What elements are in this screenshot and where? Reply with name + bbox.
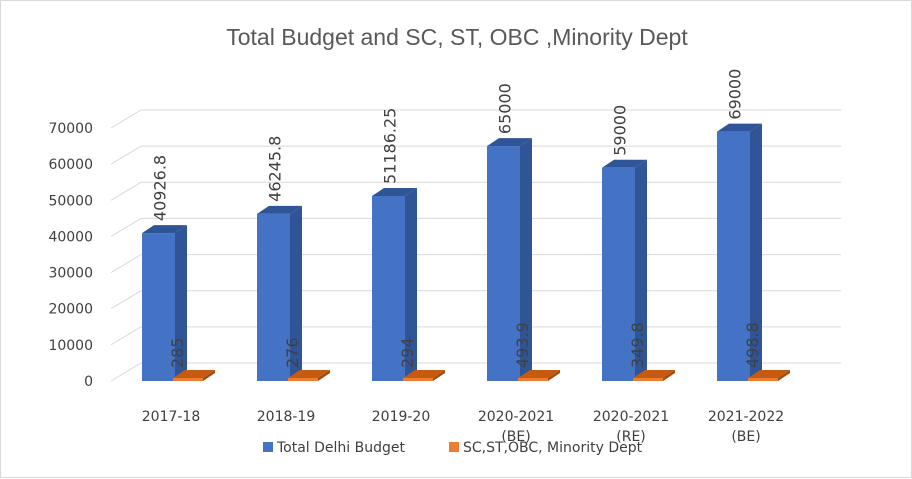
y-tick-label: 40000 bbox=[48, 229, 93, 245]
data-label-total-budget: 69000 bbox=[726, 69, 745, 120]
data-label-sc-st-obc: 493.9 bbox=[513, 322, 532, 368]
x-tick-label: 2019-20 bbox=[372, 409, 431, 425]
data-label-sc-st-obc: 294 bbox=[398, 337, 417, 368]
gridline-diagonal bbox=[111, 110, 141, 128]
x-tick-label: 2017-18 bbox=[142, 409, 201, 425]
y-tick-label: 50000 bbox=[48, 193, 93, 209]
data-label-sc-st-obc: 349.8 bbox=[628, 322, 647, 368]
x-tick-label: 2020-2021 bbox=[593, 409, 669, 425]
data-label-sc-st-obc: 276 bbox=[283, 337, 302, 368]
chart-title: Total Budget and SC, ST, OBC ,Minority D… bbox=[226, 24, 688, 50]
legend: Total Delhi Budget SC,ST,OBC, Minority De… bbox=[263, 440, 643, 456]
legend-label: Total Delhi Budget bbox=[276, 440, 406, 456]
legend-label: SC,ST,OBC, Minority Dept bbox=[463, 440, 643, 456]
bar-sc-st-obc-minority-front bbox=[403, 378, 433, 381]
gridline-diagonal bbox=[111, 363, 141, 381]
x-tick-label: 2020-2021 bbox=[478, 409, 554, 425]
data-label-total-budget: 51186.25 bbox=[381, 108, 400, 184]
gridline-diagonal bbox=[111, 255, 141, 273]
y-tick-label: 0 bbox=[84, 374, 93, 390]
y-tick-label: 20000 bbox=[48, 302, 93, 318]
bar-sc-st-obc-minority-front bbox=[173, 378, 203, 381]
data-label-total-budget: 65000 bbox=[496, 83, 515, 134]
chart-frame: Total Budget and SC, ST, OBC ,Minority D… bbox=[0, 0, 912, 478]
data-label-total-budget: 46245.8 bbox=[266, 136, 285, 202]
gridline-diagonal bbox=[111, 146, 141, 164]
gridline-diagonal bbox=[111, 182, 141, 200]
legend-swatch bbox=[449, 442, 459, 452]
y-tick-label: 10000 bbox=[48, 338, 93, 354]
chart-canvas: Total Budget and SC, ST, OBC ,Minority D… bbox=[1, 1, 912, 479]
x-tick-label: 2021-2022 bbox=[708, 409, 784, 425]
data-label-total-budget: 40926.8 bbox=[151, 155, 170, 221]
bar-sc-st-obc-minority-front bbox=[748, 378, 778, 381]
gridline-diagonal bbox=[111, 218, 141, 236]
gridline-diagonal bbox=[111, 291, 141, 309]
x-tick-label: 2018-19 bbox=[257, 409, 316, 425]
bar-sc-st-obc-minority-front bbox=[288, 378, 318, 381]
legend-swatch bbox=[263, 442, 273, 452]
x-tick-label: (BE) bbox=[731, 429, 760, 445]
gridline-diagonal bbox=[111, 327, 141, 345]
y-axis-ticks: 0 10000 20000 30000 40000 50000 60000 70000 bbox=[48, 121, 93, 390]
data-label-sc-st-obc: 285 bbox=[168, 337, 187, 368]
y-tick-label: 30000 bbox=[48, 266, 93, 282]
data-label-sc-st-obc: 498.8 bbox=[743, 322, 762, 368]
data-label-total-budget: 59000 bbox=[611, 105, 630, 156]
y-tick-label: 70000 bbox=[48, 121, 93, 137]
bar-sc-st-obc-minority-front bbox=[633, 378, 663, 381]
bars: 40926.8 285 46245.8 276 51186.25 294 65000 493.… bbox=[142, 69, 790, 381]
y-tick-label: 60000 bbox=[48, 157, 93, 173]
bar-sc-st-obc-minority-front bbox=[518, 378, 548, 381]
